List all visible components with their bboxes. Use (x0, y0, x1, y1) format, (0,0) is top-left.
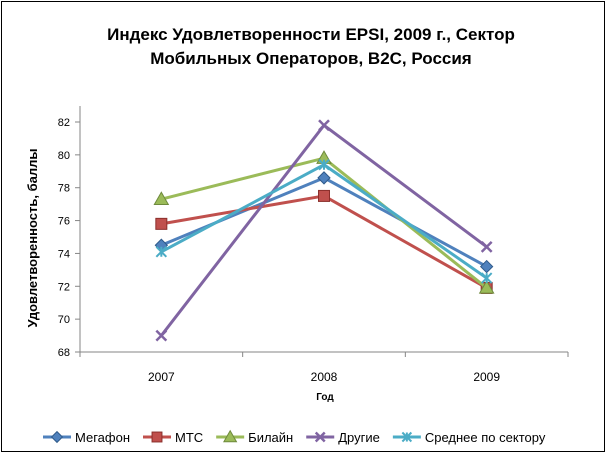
legend-label: Среднее по сектору (425, 430, 546, 445)
chart-title-line-1: Индекс Удовлетворенности EPSI, 2009 г., … (107, 25, 515, 44)
legend-entry: Билайн (216, 429, 293, 445)
x-tick-label: 2008 (311, 370, 338, 384)
legend-marker (223, 429, 238, 443)
legend-marker (151, 431, 163, 443)
y-tick-label: 76 (58, 216, 70, 228)
x-tick-label: 2007 (148, 370, 175, 384)
x-tick-label: 2009 (473, 370, 500, 384)
data-point (480, 240, 493, 253)
y-tick-label: 72 (58, 281, 70, 293)
x-axis-label: Год (316, 392, 334, 403)
legend-marker (50, 430, 64, 444)
legend-label: Билайн (248, 430, 293, 445)
legend-label: Другие (338, 430, 380, 445)
legend-entry: Другие (306, 430, 380, 445)
legend-entry: МТС (143, 430, 203, 445)
data-point (318, 189, 330, 202)
y-tick-label: 70 (58, 314, 70, 326)
y-tick-label: 82 (58, 117, 70, 129)
data-point (155, 329, 168, 342)
legend-entry: Мегафон (43, 430, 130, 445)
data-point (318, 119, 330, 132)
data-point (318, 159, 330, 171)
series-5 (155, 159, 493, 284)
series-4 (155, 119, 493, 342)
legend-marker (401, 431, 413, 443)
legend-label: МТС (175, 430, 203, 445)
data-point (479, 259, 494, 274)
data-point (317, 171, 331, 185)
y-tick-label: 68 (58, 347, 70, 359)
data-point (478, 279, 495, 294)
data-point (155, 217, 168, 230)
legend-label: Мегафон (75, 430, 130, 445)
legend-entry: Среднее по сектору (392, 430, 546, 445)
y-tick-label: 74 (58, 248, 70, 260)
chart-title-line-2: Мобильных Операторов, B2C, Россия (150, 49, 471, 68)
legend-marker (314, 431, 326, 443)
y-tick-label: 80 (58, 150, 70, 162)
data-point (153, 191, 170, 205)
data-point (480, 272, 493, 284)
y-tick-label: 78 (58, 183, 70, 195)
data-point (155, 246, 168, 258)
y-axis-label: Удовлетворенность, баллы (25, 149, 40, 328)
